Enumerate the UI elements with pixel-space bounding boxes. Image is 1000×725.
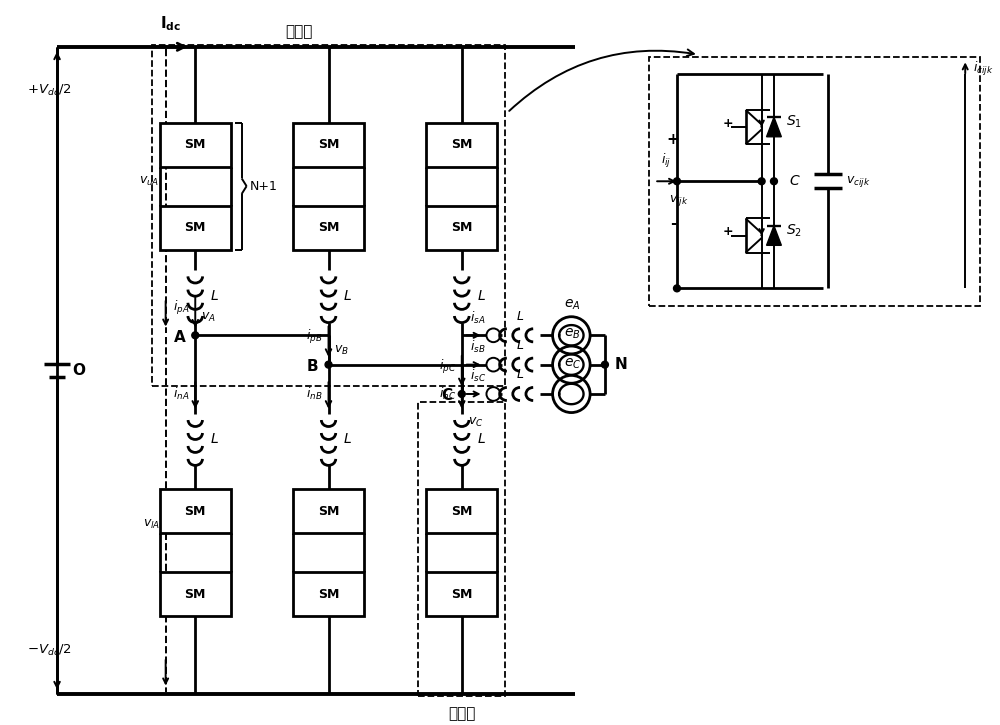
Text: 上桥臂: 上桥臂 <box>285 24 313 39</box>
Text: $L$: $L$ <box>210 289 219 303</box>
Text: SM: SM <box>318 138 339 151</box>
Text: $v_{uA}$: $v_{uA}$ <box>139 175 160 188</box>
Text: O: O <box>72 363 85 378</box>
Text: SM: SM <box>451 221 472 234</box>
Circle shape <box>325 361 332 368</box>
Text: $i_{cijk}$: $i_{cijk}$ <box>973 60 994 78</box>
Text: +: + <box>723 225 734 238</box>
Text: SM: SM <box>318 505 339 518</box>
FancyBboxPatch shape <box>649 57 980 306</box>
Bar <box>293 123 364 167</box>
Text: $i_{sB}$: $i_{sB}$ <box>470 339 485 355</box>
Text: $L$: $L$ <box>477 289 485 303</box>
Bar <box>293 206 364 249</box>
Text: SM: SM <box>318 588 339 601</box>
Circle shape <box>674 285 680 291</box>
Text: $L$: $L$ <box>210 433 219 447</box>
Polygon shape <box>767 225 781 245</box>
Circle shape <box>192 332 199 339</box>
Text: SM: SM <box>451 505 472 518</box>
Text: $L$: $L$ <box>516 368 524 381</box>
Text: -: - <box>670 216 676 231</box>
Text: SM: SM <box>185 221 206 234</box>
Bar <box>160 206 231 249</box>
Text: SM: SM <box>185 505 206 518</box>
Text: $i_{pB}$: $i_{pB}$ <box>306 328 323 347</box>
Circle shape <box>771 178 777 185</box>
Circle shape <box>674 178 680 185</box>
Text: $e_B$: $e_B$ <box>564 327 581 341</box>
Text: +: + <box>723 117 734 130</box>
Text: A: A <box>174 330 185 345</box>
Text: $+V_{dc}/2$: $+V_{dc}/2$ <box>27 83 71 99</box>
Bar <box>426 123 497 167</box>
Text: $e_C$: $e_C$ <box>564 356 581 370</box>
Text: $L$: $L$ <box>516 339 524 352</box>
Text: +: + <box>667 132 679 146</box>
Text: $S_2$: $S_2$ <box>786 223 802 239</box>
Text: C: C <box>441 389 452 403</box>
Bar <box>426 573 497 616</box>
Text: $i_{sC}$: $i_{sC}$ <box>470 368 486 384</box>
Text: B: B <box>307 359 319 374</box>
Bar <box>160 123 231 167</box>
Text: SM: SM <box>185 138 206 151</box>
Text: SM: SM <box>451 588 472 601</box>
Bar <box>426 489 497 534</box>
Circle shape <box>758 178 765 185</box>
Text: $S_1$: $S_1$ <box>786 114 802 130</box>
Bar <box>160 573 231 616</box>
Text: $v_{cijk}$: $v_{cijk}$ <box>846 174 870 188</box>
Text: $v_B$: $v_B$ <box>334 344 349 357</box>
Text: $v_A$: $v_A$ <box>201 310 216 323</box>
Bar <box>426 206 497 249</box>
Text: $\mathbf{I_{dc}}$: $\mathbf{I_{dc}}$ <box>160 14 181 33</box>
Text: N+1: N+1 <box>250 180 277 193</box>
Text: SM: SM <box>318 221 339 234</box>
Text: $L$: $L$ <box>343 289 352 303</box>
Text: $i_{nB}$: $i_{nB}$ <box>306 386 323 402</box>
Text: SM: SM <box>451 138 472 151</box>
Text: $v_{lA}$: $v_{lA}$ <box>143 518 160 531</box>
Text: $L$: $L$ <box>343 433 352 447</box>
Text: $i_{ij}$: $i_{ij}$ <box>661 152 672 170</box>
Text: $i_{sA}$: $i_{sA}$ <box>470 310 485 326</box>
Text: $-V_{dc}/2$: $-V_{dc}/2$ <box>27 642 71 658</box>
Text: SM: SM <box>185 588 206 601</box>
Circle shape <box>601 361 608 368</box>
Bar <box>160 489 231 534</box>
Text: $L$: $L$ <box>516 310 524 323</box>
Text: $e_A$: $e_A$ <box>564 297 581 312</box>
Polygon shape <box>767 117 781 137</box>
Text: $i_{pC}$: $i_{pC}$ <box>439 357 456 376</box>
Text: $i_{nC}$: $i_{nC}$ <box>439 386 456 402</box>
Circle shape <box>458 391 465 397</box>
Text: $C$: $C$ <box>789 174 801 188</box>
Text: $v_{ijk}$: $v_{ijk}$ <box>669 194 689 208</box>
Bar <box>293 573 364 616</box>
Text: $v_C$: $v_C$ <box>468 415 483 428</box>
Bar <box>293 489 364 534</box>
Text: N: N <box>615 357 628 372</box>
Text: $i_{nA}$: $i_{nA}$ <box>173 386 189 402</box>
Text: 下桥臂: 下桥臂 <box>448 706 475 721</box>
Text: $i_{pA}$: $i_{pA}$ <box>173 299 189 317</box>
Text: $L$: $L$ <box>477 433 485 447</box>
